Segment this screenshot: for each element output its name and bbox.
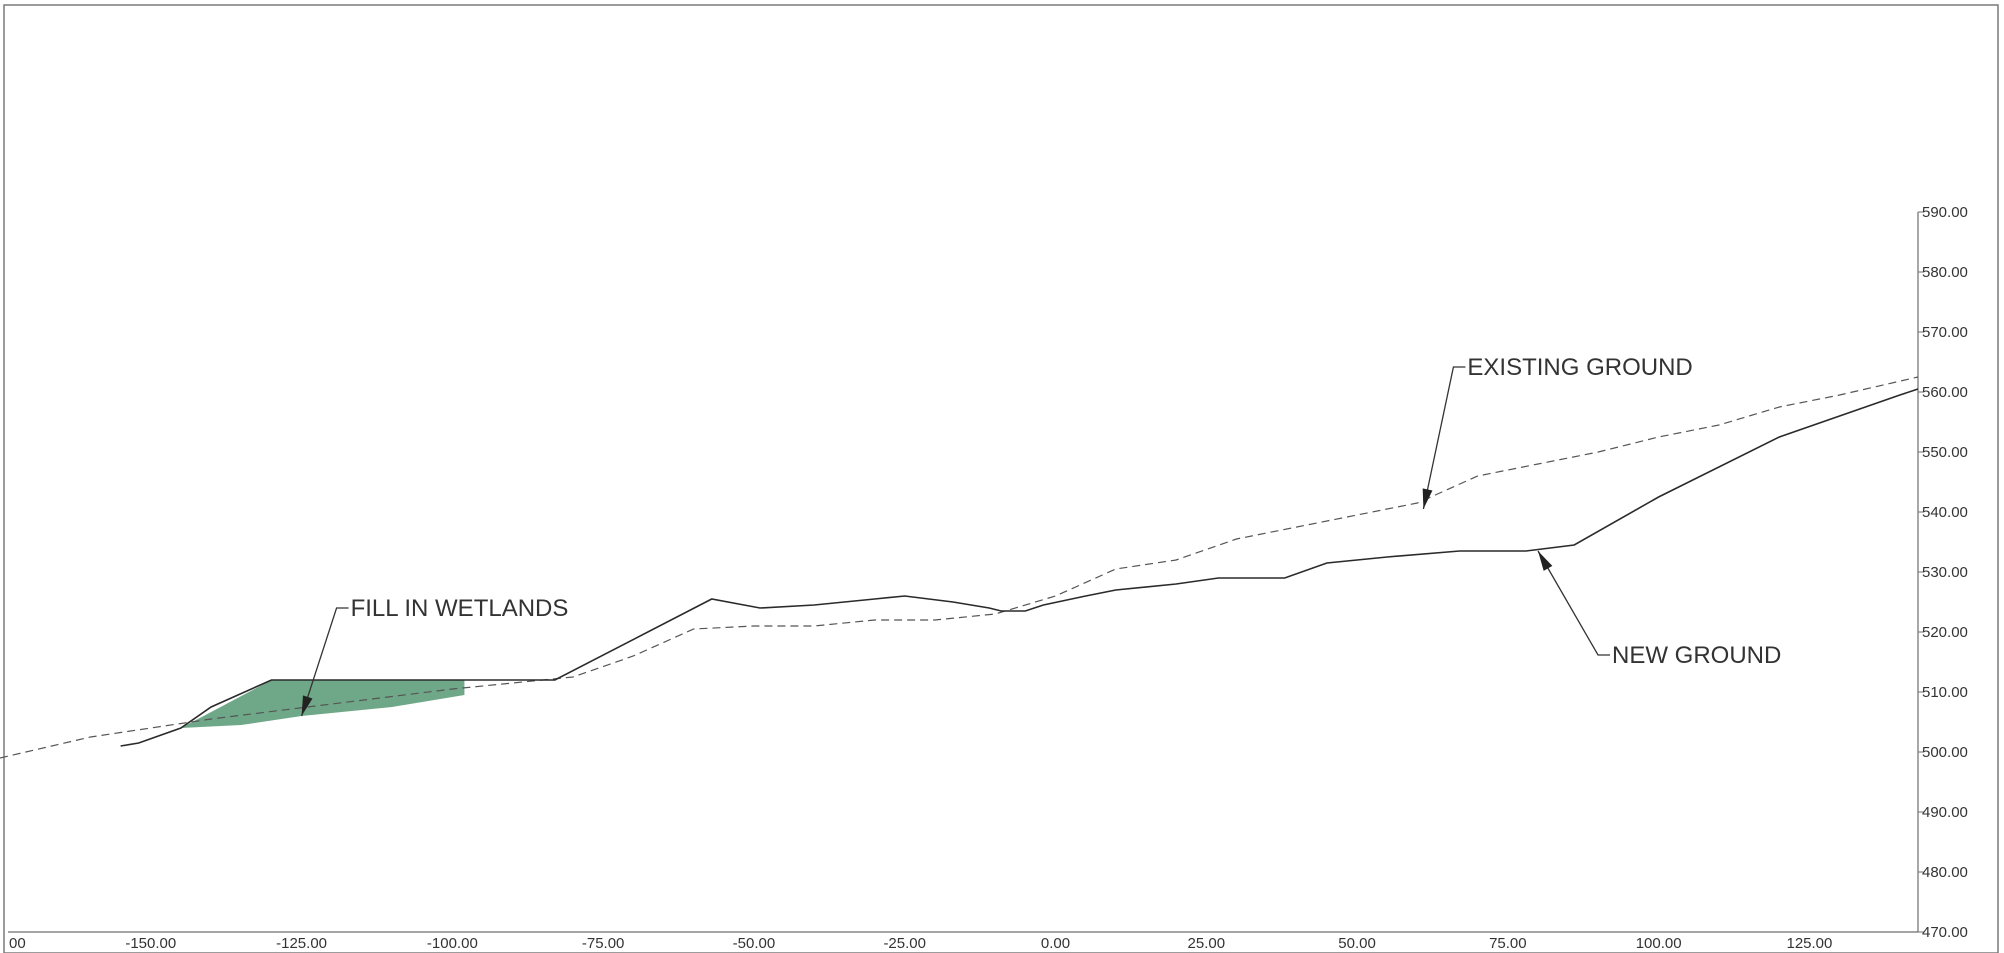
x-tick-label: -150.00 bbox=[125, 935, 176, 952]
y-tick-label: 540.00 bbox=[1922, 504, 1968, 521]
x-tick-label: 125.00 bbox=[1786, 935, 1832, 952]
callout-layer bbox=[300, 366, 1611, 717]
axes-layer bbox=[8, 211, 1924, 933]
new-ground-arrow bbox=[1538, 551, 1553, 571]
existing-ground-label: EXISTING GROUND bbox=[1467, 354, 1692, 381]
fill-in-wetlands-arrow bbox=[301, 695, 313, 716]
new-ground-label: NEW GROUND bbox=[1612, 642, 1781, 669]
fill-layer bbox=[180, 680, 465, 728]
x-tick-label: 100.00 bbox=[1636, 935, 1682, 952]
y-tick-label: 470.00 bbox=[1922, 924, 1968, 941]
x-tick-label: 50.00 bbox=[1338, 935, 1376, 952]
existing-ground-line bbox=[0, 376, 1919, 759]
y-tick-label: 500.00 bbox=[1922, 744, 1968, 761]
y-tick-label: 480.00 bbox=[1922, 864, 1968, 881]
x-tick-label: 0.00 bbox=[1041, 935, 1070, 952]
x-tick-label: 25.00 bbox=[1188, 935, 1226, 952]
lines-layer bbox=[0, 376, 1919, 759]
x-tick-label: -25.00 bbox=[883, 935, 926, 952]
label-layer: -150.00 -125.00 -100.00 -75.00 -50.00 -25.00 0… bbox=[9, 204, 1968, 952]
x-tick-label: -125.00 bbox=[276, 935, 327, 952]
x-tick-label: -100.00 bbox=[427, 935, 478, 952]
existing-ground-leader bbox=[1422, 366, 1466, 510]
fill-in-wetlands-label: FILL IN WETLANDS bbox=[351, 595, 569, 622]
x-tick-label: 75.00 bbox=[1489, 935, 1527, 952]
fill-in-wetlands-area bbox=[180, 680, 465, 728]
existing-ground-arrow bbox=[1422, 488, 1433, 509]
y-tick-label: 550.00 bbox=[1922, 444, 1968, 461]
y-tick-label: 520.00 bbox=[1922, 624, 1968, 641]
drawing-border bbox=[3, 4, 1999, 953]
fill-in-wetlands-leader bbox=[300, 607, 349, 717]
new-ground-leader bbox=[1537, 550, 1611, 656]
y-tick-label: 530.00 bbox=[1922, 564, 1968, 581]
y-tick-label: 570.00 bbox=[1922, 324, 1968, 341]
y-tick-label: 580.00 bbox=[1922, 264, 1968, 281]
x-tick-label-edge: 00 bbox=[9, 935, 26, 952]
x-tick-label: -75.00 bbox=[582, 935, 625, 952]
y-tick-label: 590.00 bbox=[1922, 204, 1968, 221]
y-tick-label: 560.00 bbox=[1922, 384, 1968, 401]
y-tick-label: 490.00 bbox=[1922, 804, 1968, 821]
y-tick-label: 510.00 bbox=[1922, 684, 1968, 701]
x-tick-label: -50.00 bbox=[733, 935, 776, 952]
new-ground-line bbox=[120, 388, 1919, 747]
